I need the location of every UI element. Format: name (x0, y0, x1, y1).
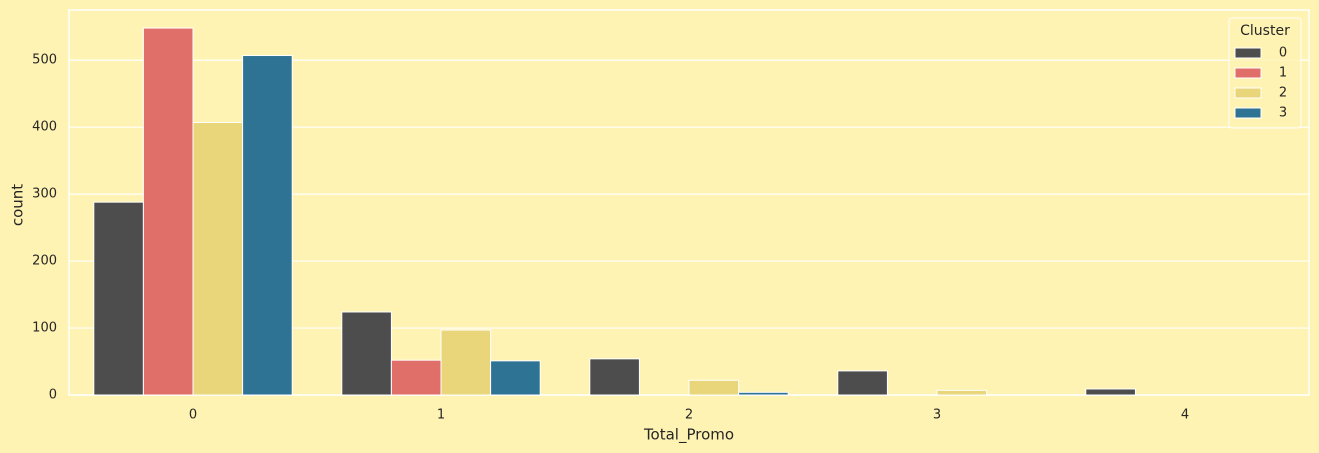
bar (589, 358, 640, 396)
legend-swatch (1234, 67, 1262, 79)
bar (93, 201, 144, 396)
legend-label: 0 (1279, 46, 1287, 61)
x-tick-label: 4 (1181, 408, 1189, 423)
bar (390, 359, 442, 396)
legend-swatch (1234, 87, 1262, 99)
legend-box (1228, 17, 1302, 129)
bar (490, 360, 541, 396)
x-tick-label: 1 (437, 408, 445, 423)
bar (1085, 388, 1136, 396)
legend-title: Cluster (1240, 23, 1290, 39)
bar (142, 27, 194, 396)
bar (341, 311, 392, 396)
legend-label: 2 (1279, 86, 1287, 101)
y-tick-label: 100 (32, 321, 57, 336)
legend-swatch (1234, 47, 1262, 59)
bar (440, 329, 492, 396)
bar (837, 370, 888, 396)
legend-label: 3 (1279, 106, 1287, 121)
y-tick-label: 0 (49, 388, 57, 403)
x-tick-label: 0 (189, 408, 197, 423)
y-tick-label: 500 (32, 53, 57, 68)
y-axis-label: count (9, 184, 27, 226)
legend-swatch (1234, 107, 1262, 119)
x-axis-label: Total_Promo (643, 426, 734, 445)
y-tick-label: 300 (32, 187, 57, 202)
y-tick-label: 200 (32, 254, 57, 269)
y-tick-label: 400 (32, 120, 57, 135)
x-tick-label: 3 (933, 408, 941, 423)
bar (242, 55, 293, 396)
legend-label: 1 (1279, 66, 1287, 81)
bar (738, 391, 789, 396)
bar (192, 121, 244, 396)
x-tick-label: 2 (685, 408, 693, 423)
bar (936, 389, 988, 396)
bar (688, 379, 740, 396)
